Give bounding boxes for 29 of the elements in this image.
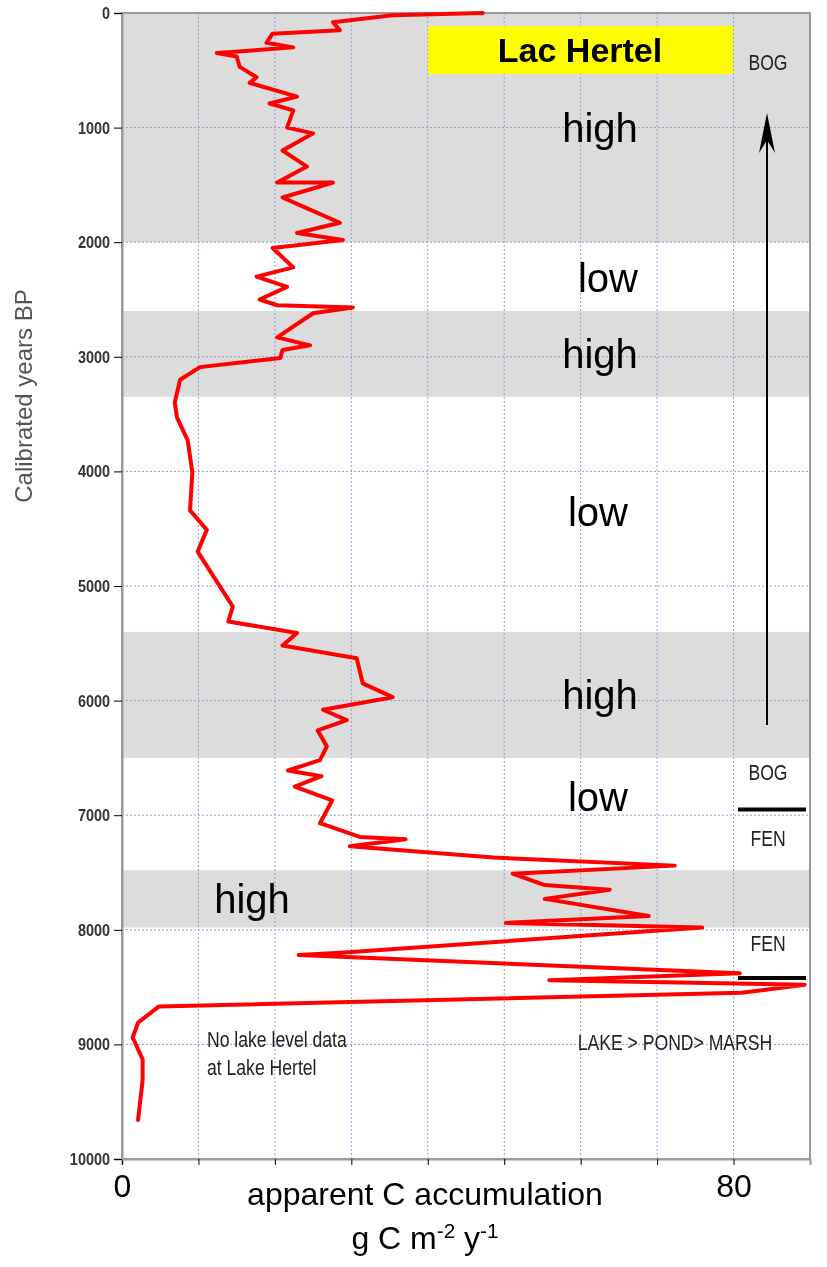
annotation: FEN	[750, 825, 786, 851]
y-tick-label: 9000	[77, 1035, 111, 1054]
y-tick-label: 0	[101, 3, 111, 23]
y-tick-label: 2000	[77, 233, 111, 252]
y-tick-label: 7000	[77, 806, 111, 825]
annotation: FEN	[750, 930, 786, 956]
y-tick-label: 4000	[77, 462, 111, 481]
band-label: high	[562, 672, 638, 717]
band-label: high	[562, 105, 638, 150]
annotation: BOG	[748, 49, 788, 75]
y-axis-title: Calibrated years BP	[10, 289, 37, 503]
band-label: high	[214, 876, 290, 921]
annotation: No lake level data at Lake Hertel	[207, 1026, 348, 1080]
y-tick-label: 10000	[69, 1149, 111, 1169]
x-axis-title: apparent C accumulation g C m$^{-2}$ y$^{-1}$	[247, 1176, 603, 1256]
annotation: low	[577, 256, 639, 300]
y-tick-label: 6000	[77, 691, 111, 710]
annotation: low	[567, 490, 629, 534]
annotation: BOG	[748, 759, 788, 785]
annotation: LAKE > POND> MARSH	[577, 1029, 773, 1055]
y-tick-label: 1000	[77, 118, 111, 137]
text: Lac Hertel	[497, 31, 663, 69]
annotation: low	[567, 775, 629, 819]
y-tick-label: 8000	[77, 920, 111, 939]
y-tick-label: 3000	[77, 347, 111, 366]
line-series	[130, 11, 807, 1123]
y-tick-label: 5000	[77, 576, 111, 596]
x-tick-label: 80	[716, 1167, 752, 1204]
band-label: high	[562, 331, 638, 376]
